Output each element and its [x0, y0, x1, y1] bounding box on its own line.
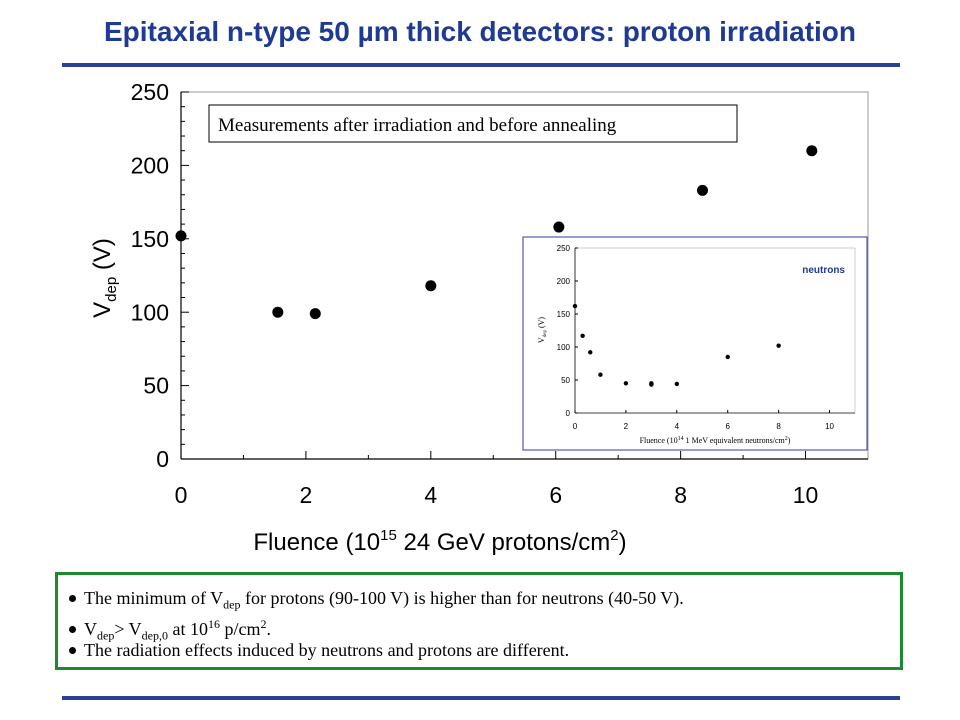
- main-data-point: [806, 145, 818, 157]
- main-points: [175, 145, 818, 320]
- main-x-tick-label: 0: [175, 482, 188, 508]
- main-y-tick-label: 250: [131, 79, 169, 105]
- annotation-box: [208, 104, 738, 143]
- main-y-tick-label: 0: [156, 446, 169, 472]
- inset-data-point: [674, 381, 680, 387]
- summary-line-1: The minimum of Vdep for protons (90-100 …: [67, 585, 900, 612]
- inset-x-axis-label: Fluence (1014 1 MeV equivalent neutrons/…: [640, 436, 791, 445]
- main-x-tick-label: 2: [300, 482, 313, 508]
- inset-y-tick-label: 200: [557, 277, 571, 286]
- inset-y-axis-label: Vdep (V): [537, 317, 548, 343]
- inset-x-tick-label: 2: [624, 422, 629, 431]
- main-x-tick-label: 8: [674, 482, 687, 508]
- main-x-axis-label: Fluence (1015 24 GeV protons/cm2): [253, 527, 626, 556]
- main-x-tick-label: 10: [793, 482, 819, 508]
- inset-ticks: 0 50 100 150 200 250 0 2 4 6 8 10: [557, 244, 835, 431]
- inset-x-tick-label: 6: [726, 422, 731, 431]
- summary-line-2: Vdep> Vdep,0 at 1016 p/cm2.: [67, 611, 900, 643]
- inset-data-point: [588, 350, 593, 355]
- main-y-tick-label: 150: [131, 226, 169, 252]
- inset-x-tick-label: 8: [776, 422, 781, 431]
- inset-y-tick-label: 250: [557, 244, 571, 253]
- inset-y-tick-label: 100: [557, 343, 571, 352]
- inset-frame: [522, 236, 868, 451]
- inset-y-tick-label: 150: [557, 310, 571, 319]
- main-data-point: [553, 221, 565, 233]
- inset-data-point: [623, 381, 629, 386]
- inset-chart: 0 50 100 150 200 250 0 2 4 6 8 10 neutrons Fluence …: [522, 236, 868, 451]
- main-x-tick-label: 6: [549, 482, 562, 508]
- main-y-tick-label: 200: [131, 152, 169, 178]
- title-rule: [62, 63, 900, 67]
- inset-data-point: [725, 354, 730, 360]
- main-data-point: [175, 230, 187, 242]
- slide-title: Epitaxial n-type 50 µm thick detectors: …: [103, 16, 857, 47]
- summary-line-3: The radiation effects induced by neutron…: [67, 637, 900, 663]
- bullet-icon: [69, 595, 76, 603]
- footer-rule: [62, 696, 900, 700]
- inset-x-tick-label: 10: [825, 422, 834, 431]
- inset-x-tick-label: 4: [675, 422, 680, 431]
- inset-legend-label: neutrons: [802, 265, 845, 276]
- main-y-tick-label: 100: [131, 299, 169, 325]
- main-data-point: [272, 306, 284, 318]
- main-x-tick-label: 4: [424, 482, 437, 508]
- inset-data-point: [580, 333, 585, 338]
- main-data-point: [425, 280, 437, 292]
- inset-points: [572, 303, 781, 387]
- main-data-point: [696, 184, 708, 196]
- inset-y-tick-label: 50: [561, 376, 570, 385]
- main-y-axis-label: Vdep (V): [89, 238, 120, 318]
- inset-data-point: [776, 343, 781, 348]
- inset-data-point: [598, 372, 603, 377]
- inset-data-point: [649, 382, 654, 387]
- bullet-icon: [69, 626, 76, 634]
- inset-y-tick-label: 0: [566, 409, 571, 418]
- main-y-tick-label: 50: [143, 373, 169, 399]
- main-data-point: [309, 308, 321, 320]
- inset-x-tick-label: 0: [573, 422, 578, 431]
- summary-box: The minimum of Vdep for protons (90-100 …: [55, 572, 903, 670]
- inset-data-point: [572, 303, 578, 309]
- bullet-icon: [69, 647, 76, 655]
- annotation-text: Measurements after irradiation and befor…: [218, 115, 617, 136]
